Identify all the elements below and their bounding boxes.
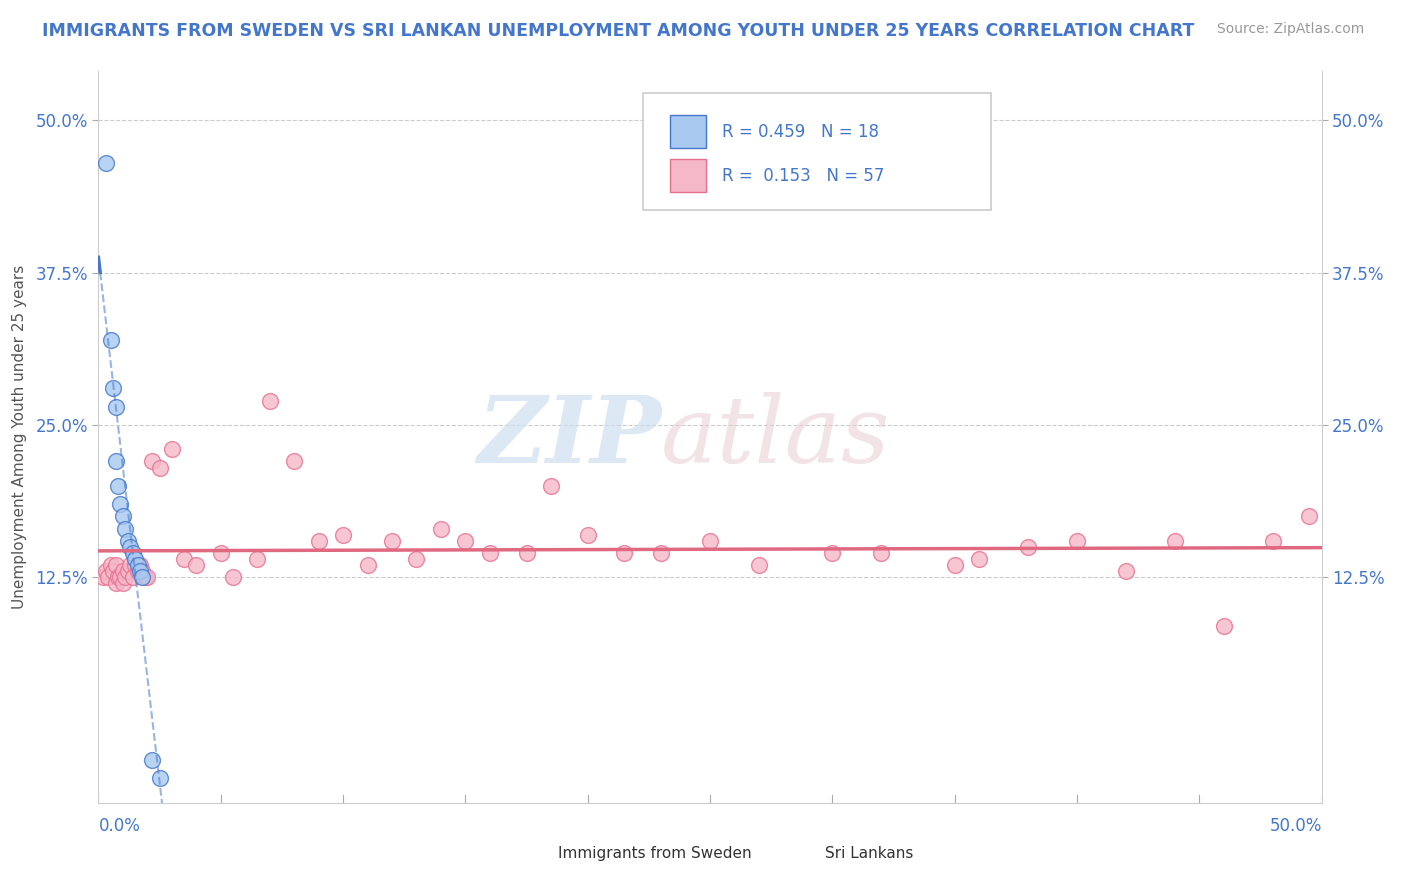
Point [186, 558, 208, 573]
Point [104, 454, 127, 468]
Text: Sri Lankans: Sri Lankans [825, 846, 914, 861]
Point [107, 479, 129, 493]
Point [129, 564, 152, 578]
Point [111, 576, 134, 591]
Text: Source: ZipAtlas.com: Source: ZipAtlas.com [1216, 22, 1364, 37]
Text: 0.0%: 0.0% [98, 817, 141, 836]
Point [120, 540, 142, 554]
Point [209, 546, 232, 560]
Point [613, 546, 636, 560]
Point [97, 570, 120, 584]
Point [127, 558, 149, 573]
Point [430, 521, 453, 535]
Point [1164, 533, 1187, 548]
Point [129, 558, 152, 573]
Point [699, 533, 721, 548]
Text: Immigrants from Sweden: Immigrants from Sweden [558, 846, 752, 861]
Point [246, 552, 269, 566]
Point [1115, 564, 1137, 578]
FancyBboxPatch shape [669, 115, 706, 148]
Point [120, 558, 142, 573]
Point [134, 570, 156, 584]
Point [141, 454, 163, 468]
Point [121, 570, 143, 584]
Text: ZIP: ZIP [477, 392, 661, 482]
Point [1298, 509, 1320, 524]
Point [141, 753, 163, 767]
Point [117, 564, 139, 578]
Point [515, 546, 537, 560]
Point [748, 558, 770, 573]
Point [94, 564, 117, 578]
Point [283, 454, 305, 468]
Point [576, 527, 599, 541]
Point [127, 564, 149, 578]
Point [967, 552, 990, 566]
Point [114, 521, 136, 535]
Text: IMMIGRANTS FROM SWEDEN VS SRI LANKAN UNEMPLOYMENT AMONG YOUTH UNDER 25 YEARS COR: IMMIGRANTS FROM SWEDEN VS SRI LANKAN UNE… [42, 22, 1195, 40]
FancyBboxPatch shape [520, 841, 551, 865]
FancyBboxPatch shape [669, 159, 706, 192]
Point [332, 527, 354, 541]
Point [110, 570, 132, 584]
Y-axis label: Unemployment Among Youth under 25 years: Unemployment Among Youth under 25 years [13, 265, 27, 609]
Point [259, 393, 281, 408]
Point [136, 570, 159, 584]
Point [222, 570, 245, 584]
Point [101, 381, 124, 395]
Point [870, 546, 893, 560]
Text: R =  0.153   N = 57: R = 0.153 N = 57 [723, 167, 884, 185]
Point [104, 400, 127, 414]
Text: 50.0%: 50.0% [1270, 817, 1322, 836]
Point [821, 546, 844, 560]
Point [94, 155, 117, 169]
Point [131, 564, 153, 578]
Point [1066, 533, 1088, 548]
Point [454, 533, 477, 548]
Point [131, 570, 153, 584]
FancyBboxPatch shape [643, 94, 991, 211]
FancyBboxPatch shape [786, 841, 817, 865]
Point [101, 564, 124, 578]
Point [149, 460, 172, 475]
Point [111, 509, 134, 524]
Point [91, 570, 114, 584]
Point [650, 546, 672, 560]
Point [104, 558, 127, 573]
Point [540, 479, 562, 493]
Text: atlas: atlas [661, 392, 890, 482]
Point [100, 558, 122, 573]
Point [107, 570, 129, 584]
Point [114, 570, 136, 584]
Text: R = 0.459   N = 18: R = 0.459 N = 18 [723, 123, 879, 141]
Point [1017, 540, 1039, 554]
Point [124, 558, 146, 573]
Point [124, 552, 146, 566]
Point [160, 442, 183, 457]
Point [1212, 619, 1234, 633]
Point [356, 558, 378, 573]
Point [100, 333, 122, 347]
Point [149, 772, 172, 786]
Point [121, 546, 143, 560]
Point [1261, 533, 1284, 548]
Point [117, 533, 139, 548]
Point [110, 497, 132, 511]
Point [478, 546, 501, 560]
Point [173, 552, 195, 566]
Point [104, 576, 127, 591]
Point [308, 533, 330, 548]
Point [381, 533, 404, 548]
Point [405, 552, 427, 566]
Point [111, 564, 134, 578]
Point [943, 558, 966, 573]
